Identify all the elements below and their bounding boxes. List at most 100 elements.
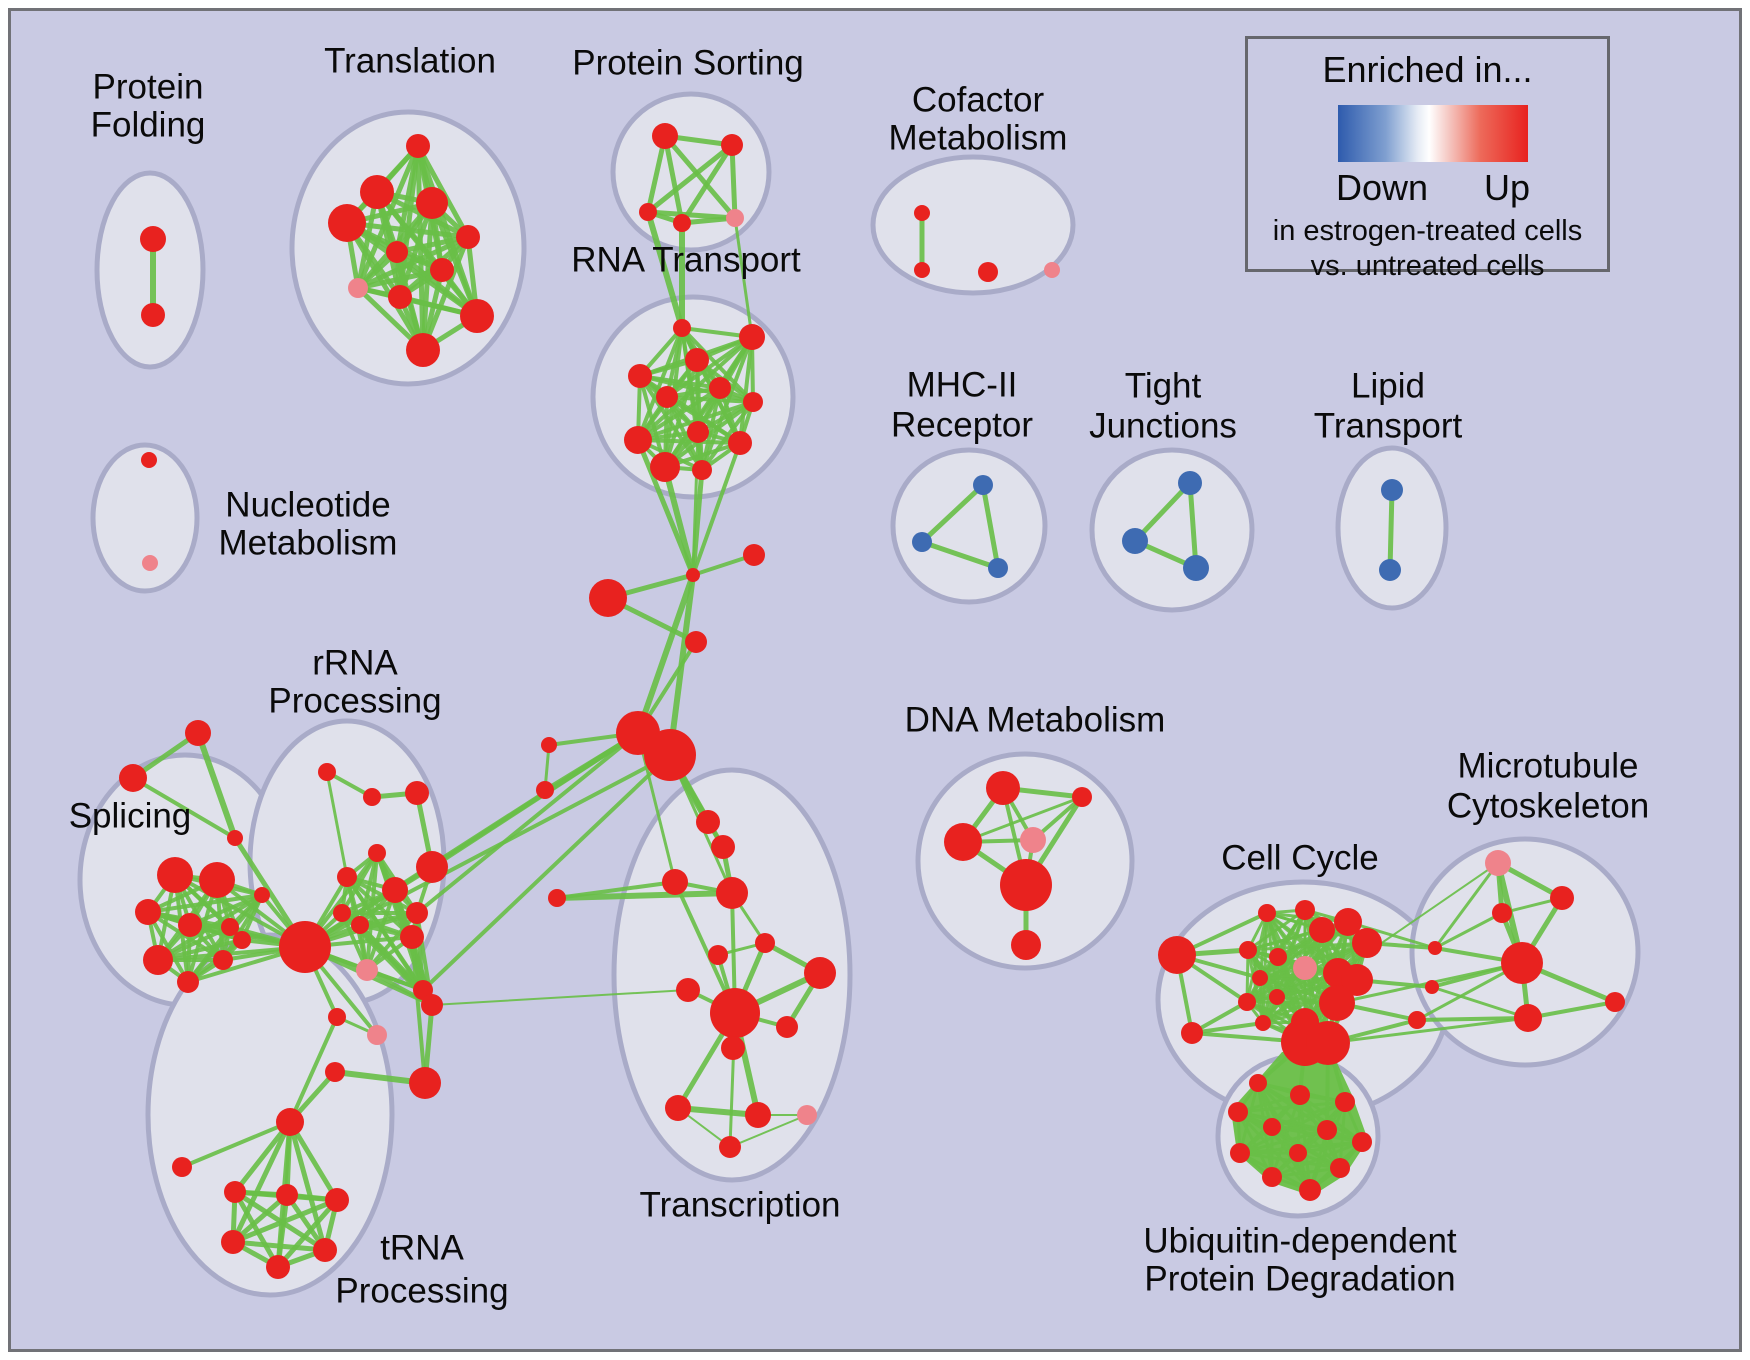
node-sp10[interactable] <box>233 931 251 949</box>
node-cf2[interactable] <box>914 262 930 278</box>
node-mt1[interactable] <box>1485 850 1511 876</box>
node-ub7[interactable] <box>1352 1132 1372 1152</box>
node-rr9[interactable] <box>351 916 369 934</box>
node-dm3[interactable] <box>944 823 982 861</box>
node-ub2[interactable] <box>1290 1085 1310 1105</box>
node-rt1[interactable] <box>673 319 691 337</box>
node-dm4[interactable] <box>1020 827 1046 853</box>
node-ub3[interactable] <box>1335 1092 1355 1112</box>
node-rt3[interactable] <box>685 348 709 372</box>
node-ps5[interactable] <box>726 209 744 227</box>
node-rr4[interactable] <box>368 844 386 862</box>
node-tn1[interactable] <box>172 1157 192 1177</box>
node-hx3[interactable] <box>685 631 707 653</box>
node-tx7[interactable] <box>804 957 836 989</box>
node-cc13[interactable] <box>1269 989 1285 1005</box>
node-tx1[interactable] <box>696 810 720 834</box>
node-mt2[interactable] <box>1550 886 1574 910</box>
node-cc18[interactable] <box>1306 1021 1350 1065</box>
node-ps3[interactable] <box>639 203 657 221</box>
node-tx14[interactable] <box>797 1105 817 1125</box>
node-tx8[interactable] <box>676 978 700 1002</box>
node-dm2[interactable] <box>1072 787 1092 807</box>
node-mh2[interactable] <box>912 532 932 552</box>
node-lt1[interactable] <box>1381 479 1403 501</box>
node-ub1[interactable] <box>1249 1074 1267 1092</box>
node-tn6[interactable] <box>313 1238 337 1262</box>
node-rt12[interactable] <box>728 431 752 455</box>
node-cc1[interactable] <box>1258 904 1276 922</box>
node-pf2[interactable] <box>141 303 165 327</box>
node-t4[interactable] <box>416 187 448 219</box>
node-dm6[interactable] <box>1011 930 1041 960</box>
node-tj1[interactable] <box>1178 471 1202 495</box>
node-sp6[interactable] <box>143 945 173 975</box>
node-dm1[interactable] <box>986 771 1020 805</box>
node-cc15[interactable] <box>1319 985 1355 1021</box>
node-ta[interactable] <box>325 1062 345 1082</box>
node-tx6[interactable] <box>708 945 728 965</box>
node-rt8[interactable] <box>687 421 709 443</box>
node-cf4[interactable] <box>1044 262 1060 278</box>
node-ub12[interactable] <box>1299 1179 1321 1201</box>
node-rr14[interactable] <box>367 1025 387 1045</box>
node-rr13[interactable] <box>328 1008 346 1026</box>
node-t7[interactable] <box>430 258 454 282</box>
node-lt2[interactable] <box>1379 559 1401 581</box>
node-tx2[interactable] <box>711 835 735 859</box>
node-rr2[interactable] <box>363 788 381 806</box>
node-cc16[interactable] <box>1255 1015 1271 1031</box>
node-t2[interactable] <box>360 175 394 209</box>
node-cc4[interactable] <box>1334 908 1362 936</box>
node-rt7[interactable] <box>743 392 763 412</box>
node-rr3[interactable] <box>405 781 429 805</box>
node-tn5[interactable] <box>221 1230 245 1254</box>
node-cf3[interactable] <box>978 262 998 282</box>
node-rr1[interactable] <box>318 763 336 781</box>
node-rt6[interactable] <box>709 377 731 399</box>
node-ps2[interactable] <box>721 134 743 156</box>
node-cc8[interactable] <box>1293 956 1317 980</box>
node-br1[interactable] <box>1428 941 1442 955</box>
node-tx9[interactable] <box>710 988 760 1038</box>
node-rr8[interactable] <box>333 904 351 922</box>
node-tx13[interactable] <box>745 1102 771 1128</box>
node-sp8[interactable] <box>213 950 233 970</box>
node-ps4[interactable] <box>673 214 691 232</box>
node-mt3[interactable] <box>1492 903 1512 923</box>
node-tn3[interactable] <box>276 1184 298 1206</box>
node-tx15[interactable] <box>719 1136 741 1158</box>
node-cc3[interactable] <box>1309 917 1335 943</box>
node-rt2[interactable] <box>739 324 765 350</box>
node-tx3[interactable] <box>662 869 688 895</box>
node-tnh[interactable] <box>276 1108 304 1136</box>
node-tx10[interactable] <box>776 1016 798 1038</box>
node-t5[interactable] <box>456 225 480 249</box>
node-t3[interactable] <box>328 204 366 242</box>
node-t1[interactable] <box>406 134 430 158</box>
node-t8[interactable] <box>348 278 368 298</box>
node-br3[interactable] <box>1408 1011 1426 1029</box>
node-ub11[interactable] <box>1330 1158 1350 1178</box>
node-nm2[interactable] <box>142 555 158 571</box>
node-rt4[interactable] <box>628 364 652 388</box>
node-tn4[interactable] <box>325 1188 349 1212</box>
node-t9[interactable] <box>388 285 412 309</box>
node-lc2[interactable] <box>536 781 554 799</box>
node-rr6[interactable] <box>382 877 408 903</box>
node-sp1[interactable] <box>157 857 193 893</box>
node-tx4[interactable] <box>716 877 748 909</box>
node-cc7[interactable] <box>1269 948 1287 966</box>
node-sp5[interactable] <box>221 918 239 936</box>
node-ub4[interactable] <box>1228 1102 1248 1122</box>
node-ps1[interactable] <box>652 123 678 149</box>
node-hx2[interactable] <box>743 544 765 566</box>
node-cc2[interactable] <box>1295 900 1315 920</box>
node-lc3[interactable] <box>548 889 566 907</box>
node-rr11[interactable] <box>400 925 424 949</box>
node-tx11[interactable] <box>721 1036 745 1060</box>
node-t11[interactable] <box>406 333 440 367</box>
node-ub8[interactable] <box>1230 1143 1250 1163</box>
node-rt10[interactable] <box>650 452 680 482</box>
node-rr17[interactable] <box>409 1067 441 1099</box>
